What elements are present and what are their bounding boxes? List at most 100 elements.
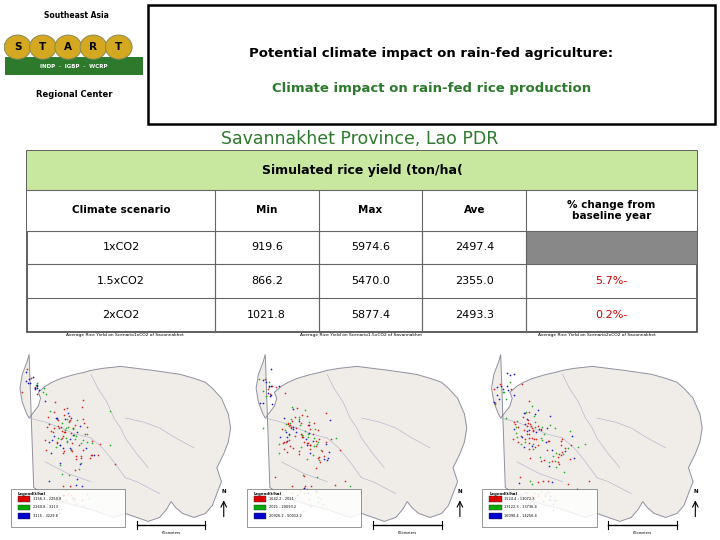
Text: 20926.2 - 50012.2: 20926.2 - 50012.2 (269, 514, 302, 518)
Point (257, 424, 269, 433)
Point (292, 403, 303, 412)
Text: 2355.0: 2355.0 (455, 276, 494, 286)
Point (528, 412, 540, 421)
Point (67, 439, 78, 448)
Point (538, 430, 549, 438)
Point (293, 413, 305, 421)
Point (526, 480, 538, 488)
Point (526, 423, 538, 432)
Point (541, 476, 553, 485)
Point (53, 421, 64, 430)
Bar (254, 504, 266, 510)
Point (504, 377, 516, 386)
Point (67, 425, 78, 434)
Point (315, 446, 327, 454)
Point (52, 434, 63, 442)
Point (306, 481, 318, 490)
Point (71, 428, 82, 436)
Point (312, 437, 324, 446)
Point (52, 492, 63, 501)
Point (494, 380, 505, 388)
Text: T: T (40, 42, 47, 52)
Text: 1xCO2: 1xCO2 (102, 242, 140, 253)
Point (30, 382, 41, 391)
Point (279, 389, 291, 397)
Point (67, 423, 78, 432)
Point (551, 449, 562, 457)
Point (303, 429, 315, 437)
Point (95, 440, 107, 449)
Point (315, 495, 326, 503)
Point (515, 489, 526, 498)
Point (62, 408, 73, 417)
Point (318, 452, 330, 461)
Bar (18, 496, 30, 502)
Point (308, 434, 320, 443)
Point (59, 426, 71, 434)
Point (555, 441, 567, 449)
Point (77, 415, 89, 423)
Point (519, 488, 531, 497)
Text: 2021 - 20093.2: 2021 - 20093.2 (269, 505, 296, 510)
Point (32, 384, 43, 393)
Text: 1.5xCO2: 1.5xCO2 (97, 276, 145, 286)
Point (76, 482, 88, 490)
Point (74, 460, 86, 468)
Point (516, 433, 528, 441)
Point (305, 441, 316, 449)
Point (43, 476, 55, 485)
Point (541, 446, 553, 454)
Point (296, 430, 307, 439)
Point (30, 383, 41, 392)
Text: Kilometers: Kilometers (633, 531, 652, 535)
Point (556, 448, 567, 456)
Point (540, 489, 552, 498)
Point (563, 480, 575, 488)
Text: N: N (222, 489, 226, 494)
Point (52, 437, 63, 446)
Point (302, 489, 314, 497)
Point (79, 429, 91, 438)
Point (281, 448, 292, 456)
Point (48, 431, 60, 440)
Point (516, 431, 527, 440)
Point (279, 414, 290, 422)
Text: 0.2%-: 0.2%- (595, 310, 628, 320)
Point (45, 449, 56, 457)
Point (45, 406, 56, 415)
Point (68, 496, 80, 504)
Point (553, 450, 564, 458)
Point (518, 426, 530, 434)
Point (580, 440, 591, 448)
Point (299, 471, 310, 480)
Point (528, 426, 539, 434)
Point (53, 504, 64, 513)
Bar (254, 513, 266, 519)
Point (20, 376, 32, 385)
Point (318, 455, 329, 463)
Point (307, 450, 319, 459)
Point (257, 399, 269, 407)
Point (527, 426, 539, 435)
Point (51, 414, 63, 423)
Point (71, 500, 82, 509)
Point (317, 500, 328, 509)
Point (523, 434, 535, 442)
Point (549, 456, 561, 465)
Text: Min: Min (256, 205, 277, 215)
Point (77, 502, 89, 510)
Point (546, 506, 558, 515)
Point (546, 478, 558, 487)
Point (509, 424, 521, 433)
Point (62, 423, 73, 431)
Point (513, 478, 524, 487)
Point (549, 424, 561, 433)
Point (53, 416, 64, 424)
Point (295, 443, 307, 451)
Point (58, 449, 69, 457)
Point (525, 420, 536, 428)
Point (75, 451, 86, 460)
Point (542, 487, 554, 496)
Point (527, 440, 539, 449)
Point (289, 432, 301, 441)
